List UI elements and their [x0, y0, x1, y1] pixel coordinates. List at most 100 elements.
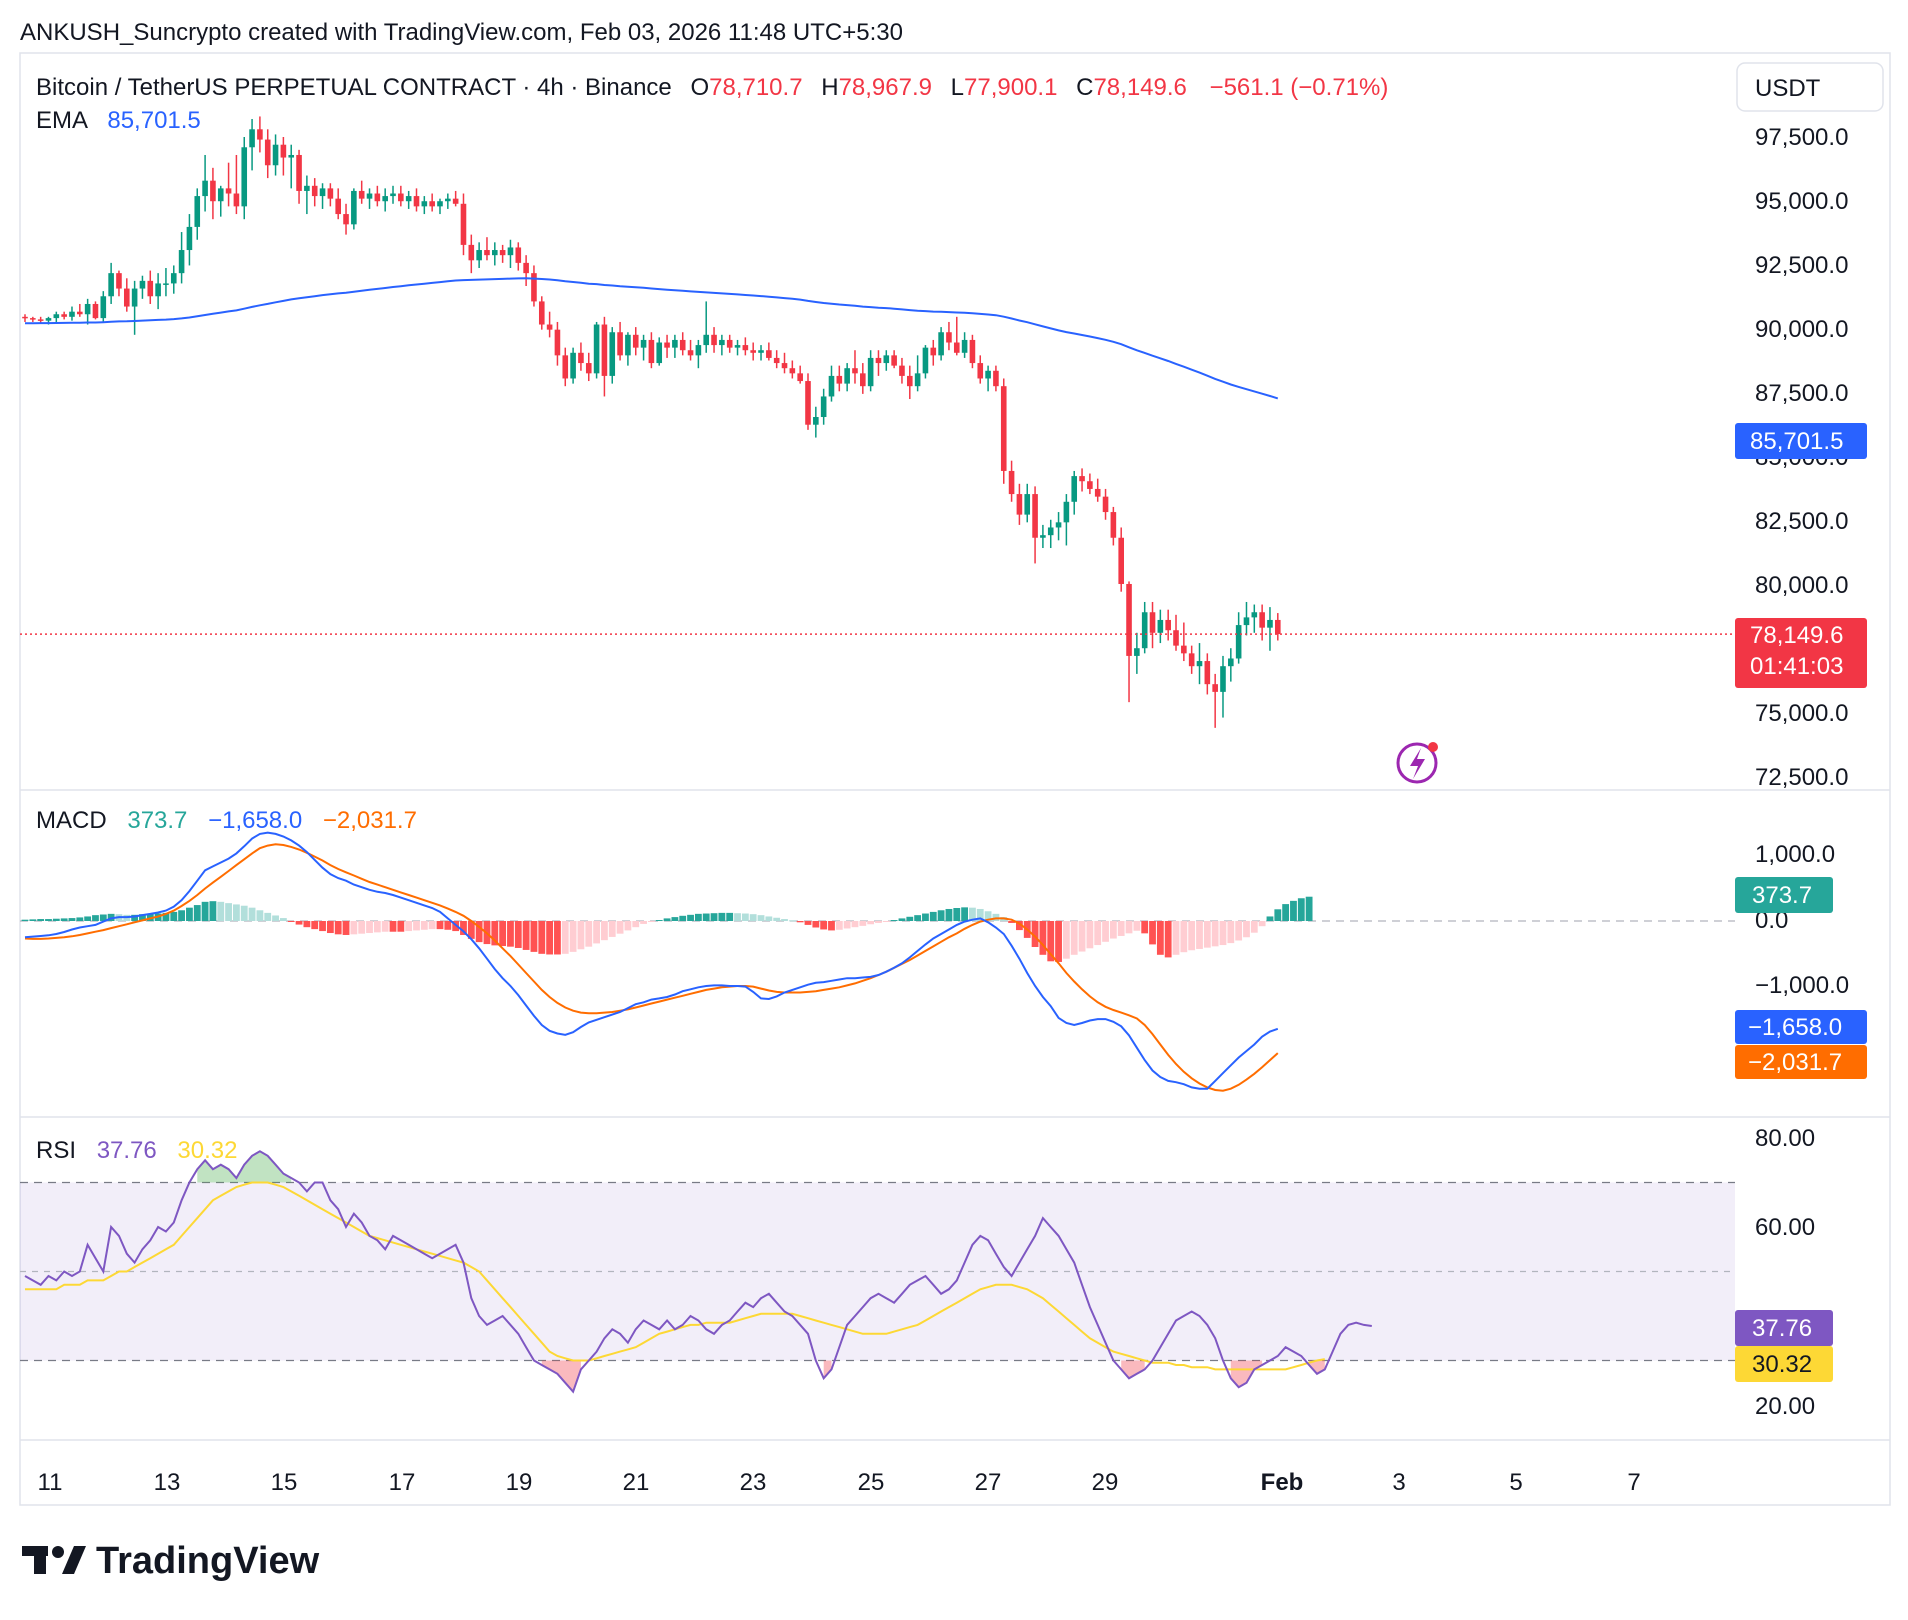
tradingview-logo[interactable]: TradingView — [22, 1540, 320, 1582]
tradingview-logo-icon — [22, 1546, 86, 1574]
candle-body — [554, 329, 561, 356]
candle-body — [468, 244, 475, 261]
macd-histogram-bar — [420, 921, 428, 930]
candle-body — [711, 334, 717, 346]
candle-body — [163, 283, 169, 285]
time-label: 19 — [506, 1469, 533, 1496]
macd-histogram-bar — [577, 921, 585, 950]
macd-axis[interactable]: 1,000.0 0.0 −1,000.0 — [1755, 841, 1849, 999]
candle-body — [186, 226, 193, 251]
ohlc-high-value: 78,967.9 — [839, 74, 932, 101]
candle-body — [210, 180, 216, 202]
macd-signal-line — [24, 843, 1279, 1092]
ohlc-open-label: O — [690, 74, 709, 101]
macd-histogram-bar — [922, 913, 929, 921]
candle-body — [452, 198, 459, 204]
candle-body — [390, 193, 396, 197]
candle-body — [1094, 488, 1101, 497]
macd-histogram-bar — [984, 911, 992, 921]
macd-histogram-bar — [773, 917, 781, 921]
macd-histogram-bar — [1062, 921, 1070, 959]
macd-histogram-bar — [444, 921, 452, 930]
candle-body — [69, 311, 75, 317]
candle-body — [531, 273, 537, 302]
price-tick: 95,000.0 — [1755, 188, 1848, 215]
macd-histogram-bar — [906, 916, 914, 921]
candle-body — [351, 190, 357, 225]
time-label: 27 — [975, 1469, 1002, 1496]
macd-histogram-bar — [240, 905, 248, 921]
time-label: 5 — [1509, 1469, 1522, 1496]
ema-legend[interactable]: EMA 85,701.5 — [36, 107, 201, 134]
rsi-axis[interactable]: 80.00 60.00 20.00 — [1755, 1125, 1815, 1420]
candle-body — [264, 139, 271, 166]
macd-histogram-bar — [945, 908, 953, 921]
macd-histogram-bar — [1078, 921, 1086, 952]
rsi-legend-value: 37.76 — [97, 1137, 157, 1164]
macd-histogram-bar — [37, 919, 45, 921]
macd-histogram-bar — [710, 913, 718, 921]
candle-body — [1055, 522, 1062, 528]
candle-body — [311, 185, 318, 197]
rsi-tick: 20.00 — [1755, 1393, 1815, 1420]
macd-histogram-bar — [718, 912, 726, 921]
macd-histogram-bar — [201, 901, 209, 921]
candle-body — [202, 180, 208, 197]
lightning-event-icon[interactable] — [1396, 742, 1438, 784]
macd-histogram-bar — [851, 921, 859, 928]
macd-histogram-bar — [233, 904, 240, 921]
macd-histogram-bar — [671, 917, 679, 921]
time-axis[interactable]: 11 13 15 17 19 21 23 25 27 29 Feb 3 5 7 — [38, 1469, 1641, 1496]
candle-body — [1000, 386, 1007, 471]
candle-body — [695, 345, 702, 356]
macd-histogram-bar — [820, 921, 828, 930]
macd-histogram-bar — [788, 920, 796, 922]
macd-histogram-bar — [561, 921, 569, 954]
macd-legend-signal: −2,031.7 — [323, 807, 417, 834]
macd-histogram-bar — [1290, 900, 1297, 921]
macd-plot[interactable] — [20, 831, 1735, 1092]
macd-legend[interactable]: MACD 373.7 −1,658.0 −2,031.7 — [36, 807, 417, 834]
macd-histogram-bar — [1266, 916, 1274, 921]
candle-body — [891, 355, 897, 366]
macd-histogram-bar — [92, 915, 99, 921]
rsi-legend[interactable]: RSI 37.76 30.32 — [36, 1137, 237, 1164]
macd-histogram-bar — [804, 921, 812, 925]
macd-histogram-bar — [1156, 921, 1164, 955]
macd-histogram-bar — [1227, 921, 1235, 944]
price-plot[interactable] — [20, 116, 1735, 728]
macd-histogram-bar — [295, 921, 303, 925]
candle-body — [969, 339, 976, 364]
macd-histogram-bar — [311, 921, 319, 930]
rsi-ma-tag — [1735, 1346, 1833, 1382]
candle-body — [1063, 501, 1070, 523]
candle-body — [1181, 645, 1187, 654]
candle-body — [797, 373, 803, 382]
ohlc-change: −561.1 (−0.71%) — [1210, 74, 1389, 101]
macd-histogram-bar — [843, 921, 851, 929]
macd-histogram-bar — [334, 921, 342, 935]
macd-histogram-bar — [358, 921, 366, 934]
macd-histogram-bar — [21, 919, 29, 921]
candle-body — [648, 339, 655, 364]
currency-button-label[interactable]: USDT — [1755, 75, 1821, 102]
rsi-tick: 60.00 — [1755, 1214, 1815, 1241]
candle-body — [1040, 535, 1046, 538]
candle-body — [131, 288, 138, 307]
time-label: 29 — [1092, 1469, 1119, 1496]
macd-histogram-bar — [890, 920, 898, 922]
macd-histogram-bar — [131, 914, 139, 921]
candle-body — [116, 273, 122, 289]
candle-body — [84, 303, 91, 315]
macd-histogram-bar — [342, 921, 350, 935]
time-label: 21 — [623, 1469, 650, 1496]
candle-body — [147, 280, 154, 297]
candle-body — [852, 368, 858, 374]
rsi-plot[interactable] — [20, 1150, 1735, 1394]
candle-body — [304, 185, 310, 191]
currency-button[interactable] — [1736, 62, 1884, 112]
macd-histogram-bar — [593, 921, 600, 944]
macd-histogram-bar — [530, 921, 538, 952]
price-axis[interactable]: 97,500.0 95,000.0 92,500.0 90,000.0 87,5… — [1755, 124, 1848, 791]
